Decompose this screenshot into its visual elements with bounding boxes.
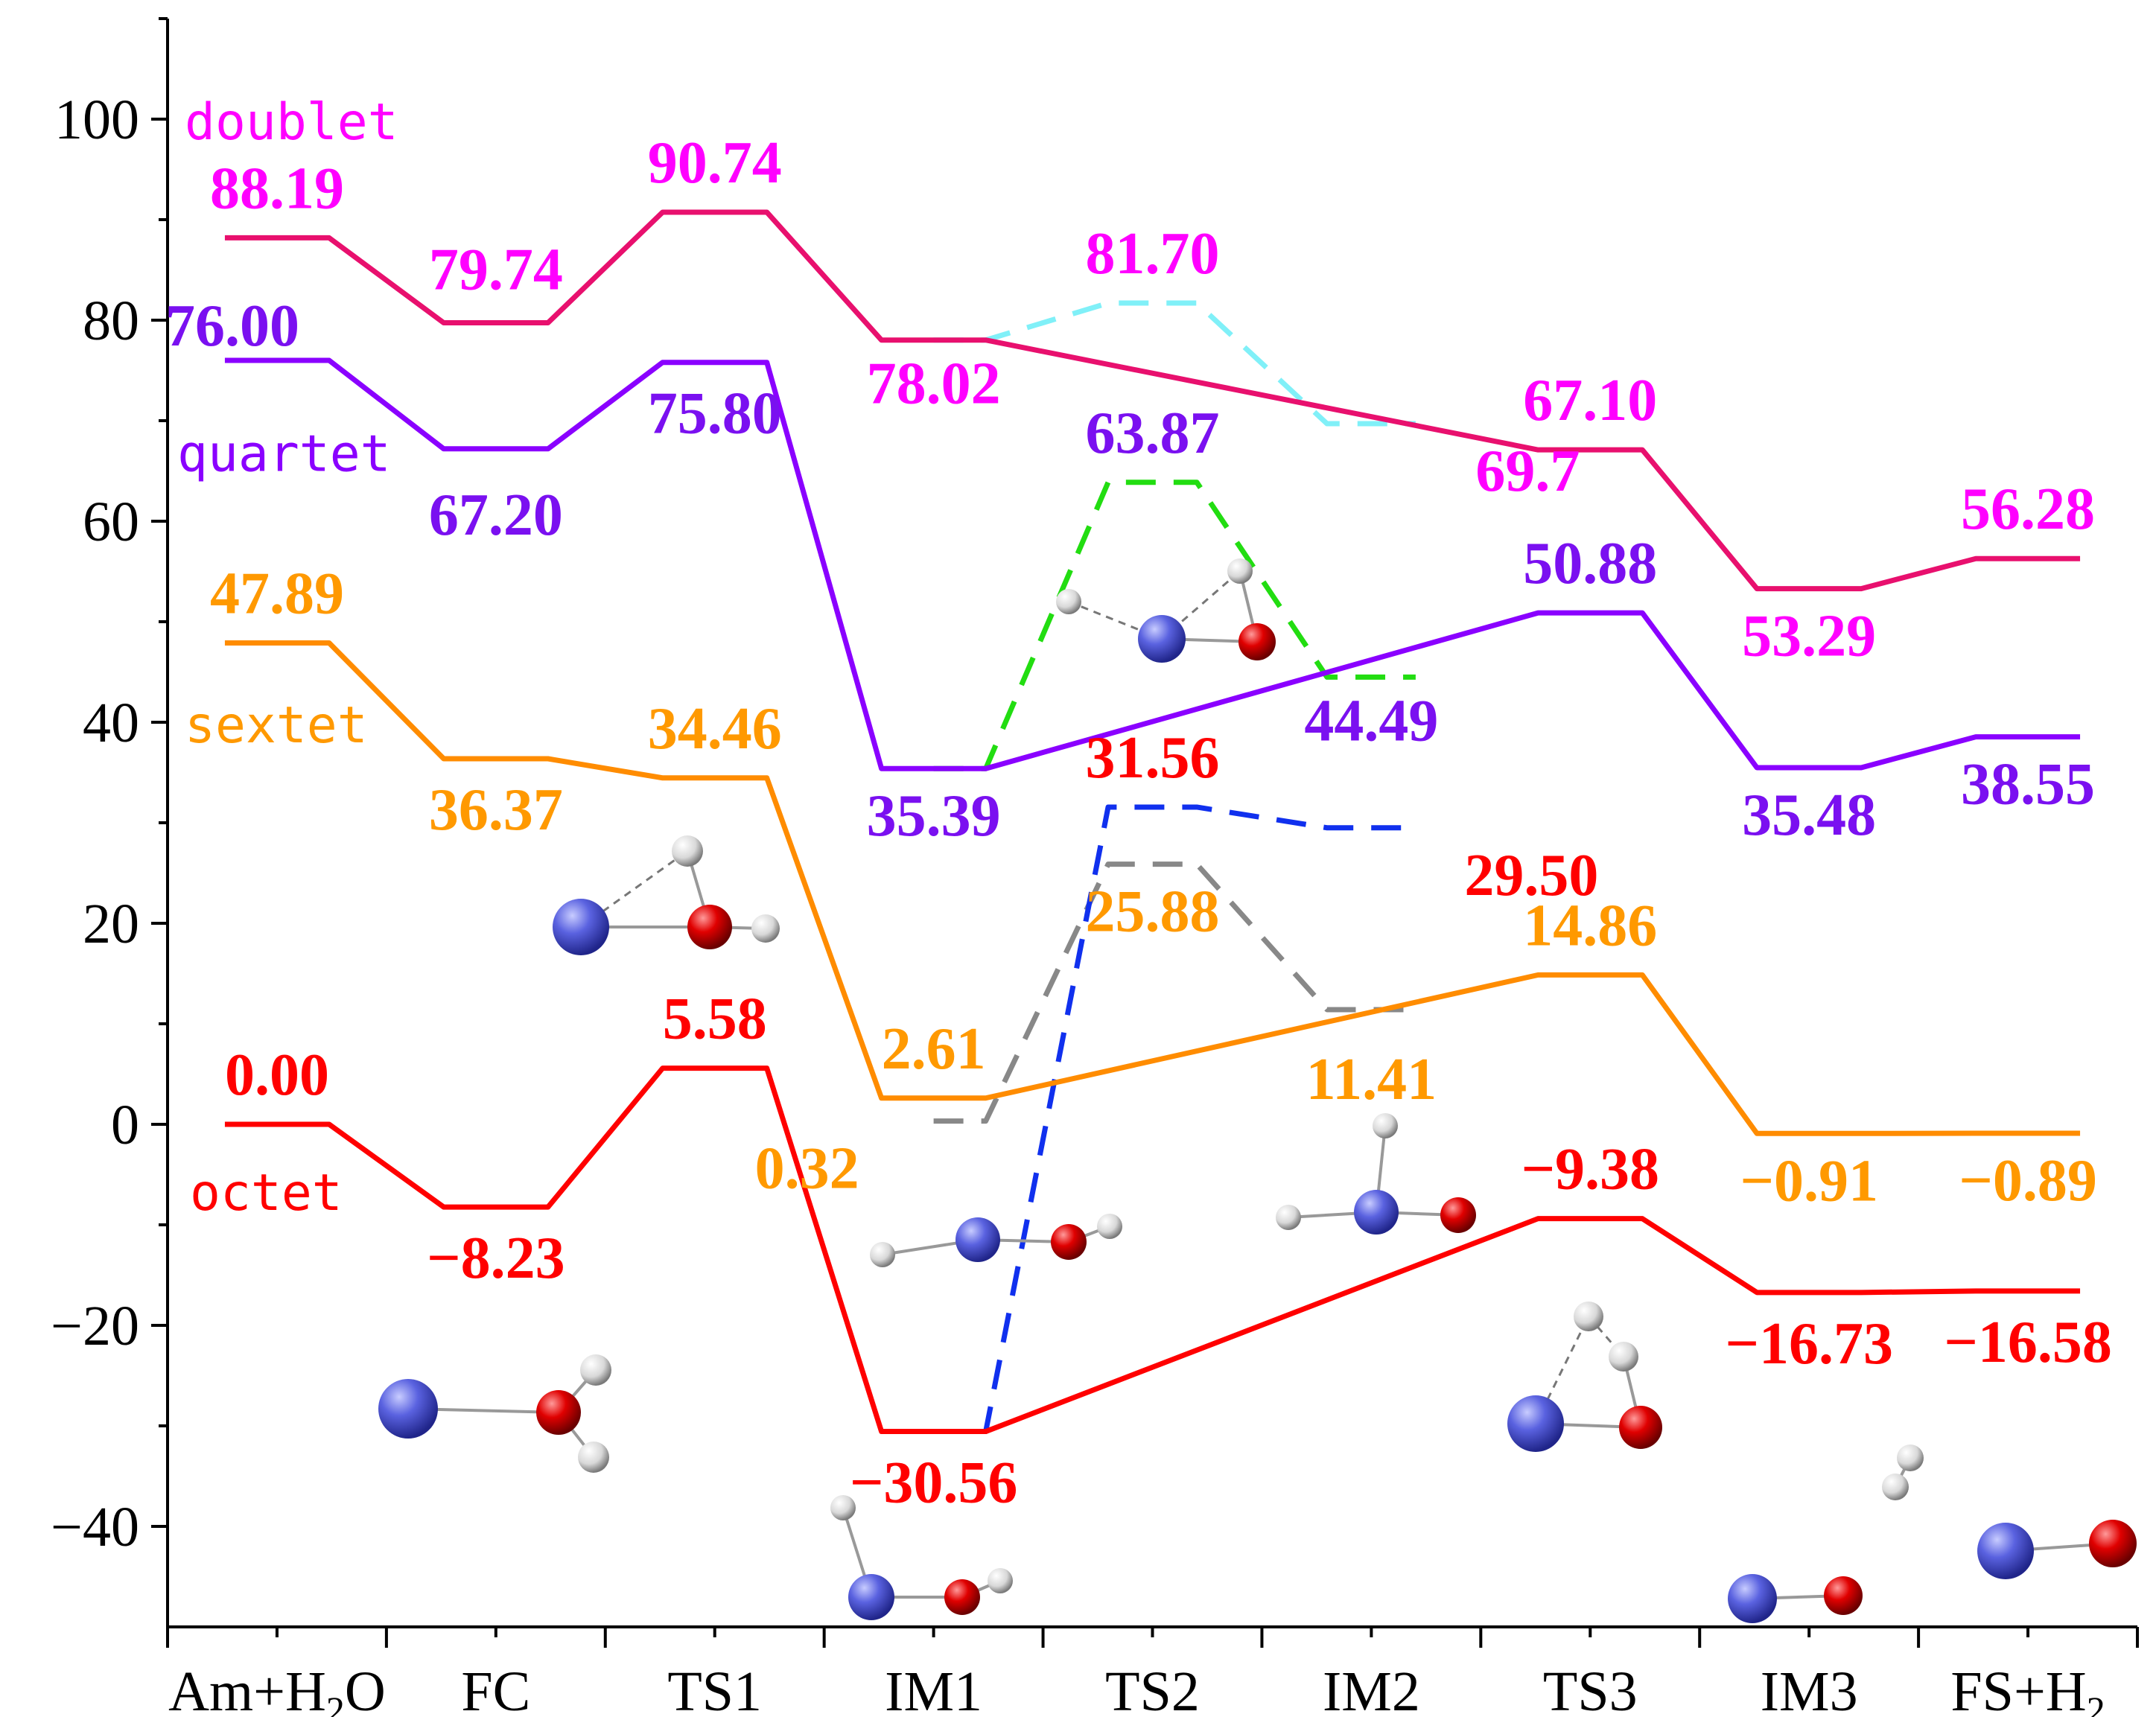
data-label-doublet: 67.10 [1523,368,1657,433]
y-tick-label: 20 [83,893,139,955]
x-tick-label: IM3 [1761,1660,1858,1717]
data-labels: 88.19 79.74 90.74 78.02 67.10 53.29 56.28 76.00… [165,130,2112,1516]
data-label-doublet: 88.19 [210,156,344,221]
data-label-quartet-branch: 63.87 [1086,401,1220,466]
y-tick-label: 0 [111,1094,139,1156]
series-line-quartet-branch [933,480,1416,771]
data-label-doublet: 90.74 [648,130,782,196]
x-tick-label: TS3 [1543,1660,1638,1717]
structure-im2 [1276,1113,1476,1235]
data-label-quartet: 38.55 [1961,752,2095,818]
data-label-octet: −16.73 [1725,1311,1893,1377]
data-label-sextet: 36.37 [429,777,563,843]
structure-ts2 [1056,558,1276,663]
x-tick-label: FC [461,1660,530,1717]
y-tick-label: 80 [83,290,139,352]
data-label-quartet-branch: 44.49 [1304,688,1438,754]
data-label-doublet: 78.02 [867,351,1001,417]
data-label-quartet: 50.88 [1523,531,1657,596]
x-tick-label: FS+H2 [1950,1660,2105,1717]
y-tick-label: 40 [83,692,139,754]
data-label-sextet: −0.89 [1959,1148,2097,1214]
structure-im1 [870,1214,1122,1267]
data-label-sextet: 2.61 [882,1016,986,1082]
structure-im1-branch [830,1495,1013,1620]
data-label-doublet: 56.28 [1961,477,2095,542]
structure-im3 [1728,1444,1924,1623]
series-line-sextet-branch [933,861,1416,1124]
data-label-sextet-branch: 0.32 [755,1136,859,1202]
data-label-sextet-branch: 11.41 [1306,1047,1437,1112]
series-line-sextet [224,640,2081,1136]
y-tick-label: −20 [51,1295,139,1357]
data-label-sextet: −0.91 [1740,1148,1878,1214]
data-label-quartet: 75.80 [648,381,782,447]
structure-am-h2o [378,1354,611,1473]
structure-fs [1977,1520,2137,1579]
data-label-octet: 0.00 [225,1042,329,1108]
state-labels: doublet quartet sextet octet [177,93,398,1223]
state-label-octet: octet [190,1164,343,1223]
data-label-doublet-branch: 81.70 [1086,221,1220,287]
state-label-sextet: sextet [185,696,368,755]
data-label-quartet: 76.00 [165,293,299,359]
series-line-octet [224,1065,2081,1435]
data-label-sextet: 14.86 [1523,893,1657,958]
data-label-octet-branch: 31.56 [1086,725,1220,791]
data-label-sextet: 34.46 [648,696,782,762]
state-label-quartet: quartet [177,425,391,484]
series-line-octet-branch [933,804,1416,1435]
data-label-octet-branch: 29.50 [1464,843,1598,908]
axes: −40 −20 0 20 40 60 80 100 Am+H2O FC TS1 IM1 TS2 IM2 TS… [51,17,2139,1717]
data-label-sextet-branch: 25.88 [1086,879,1220,945]
x-tick-label: Am+H2O [168,1660,386,1717]
data-label-doublet: 79.74 [429,238,563,303]
x-tick-label: TS1 [667,1660,762,1717]
data-label-sextet: 47.89 [210,561,344,626]
x-tick-label: IM2 [1323,1660,1420,1717]
y-tick-label: −40 [51,1496,139,1558]
data-label-octet: −30.56 [850,1450,1018,1516]
y-tick-label: 60 [83,491,139,553]
x-tick-label: TS2 [1105,1660,1200,1717]
data-label-quartet: 35.48 [1742,783,1876,848]
data-label-octet: 5.58 [663,987,767,1052]
x-tick-label: IM1 [885,1660,982,1717]
y-tick-label: 100 [54,89,139,151]
data-label-octet: −9.38 [1521,1137,1659,1202]
structure-ts1 [553,835,780,955]
structure-ts3 [1507,1302,1662,1452]
data-label-quartet: 67.20 [429,482,563,548]
data-label-doublet-branch: 69.7 [1475,439,1580,504]
data-label-octet: −8.23 [427,1226,565,1291]
state-label-doublet: doublet [185,93,398,152]
data-label-octet: −16.58 [1944,1310,2112,1375]
series-line-quartet [224,357,2081,771]
data-label-quartet: 35.39 [867,783,1001,849]
data-label-doublet: 53.29 [1742,604,1876,669]
series-line-doublet [224,209,2081,592]
series-layer [224,209,2081,1435]
